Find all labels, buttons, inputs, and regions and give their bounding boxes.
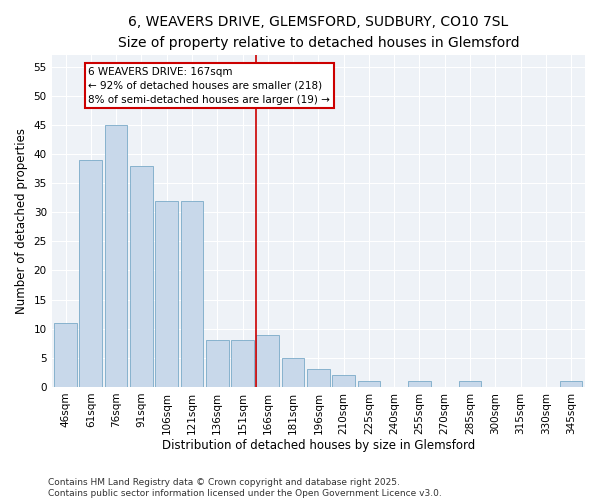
Text: 6 WEAVERS DRIVE: 167sqm
← 92% of detached houses are smaller (218)
8% of semi-de: 6 WEAVERS DRIVE: 167sqm ← 92% of detache…: [88, 66, 330, 104]
Bar: [105, 125, 127, 387]
Bar: [307, 370, 330, 387]
Text: Contains HM Land Registry data © Crown copyright and database right 2025.
Contai: Contains HM Land Registry data © Crown c…: [48, 478, 442, 498]
Bar: [256, 334, 279, 387]
Bar: [155, 200, 178, 387]
Bar: [358, 381, 380, 387]
X-axis label: Distribution of detached houses by size in Glemsford: Distribution of detached houses by size …: [162, 440, 475, 452]
Bar: [560, 381, 583, 387]
Title: 6, WEAVERS DRIVE, GLEMSFORD, SUDBURY, CO10 7SL
Size of property relative to deta: 6, WEAVERS DRIVE, GLEMSFORD, SUDBURY, CO…: [118, 15, 519, 50]
Bar: [206, 340, 229, 387]
Bar: [408, 381, 431, 387]
Bar: [332, 376, 355, 387]
Bar: [79, 160, 102, 387]
Bar: [281, 358, 304, 387]
Bar: [458, 381, 481, 387]
Bar: [130, 166, 153, 387]
Y-axis label: Number of detached properties: Number of detached properties: [15, 128, 28, 314]
Bar: [54, 323, 77, 387]
Bar: [231, 340, 254, 387]
Bar: [181, 200, 203, 387]
